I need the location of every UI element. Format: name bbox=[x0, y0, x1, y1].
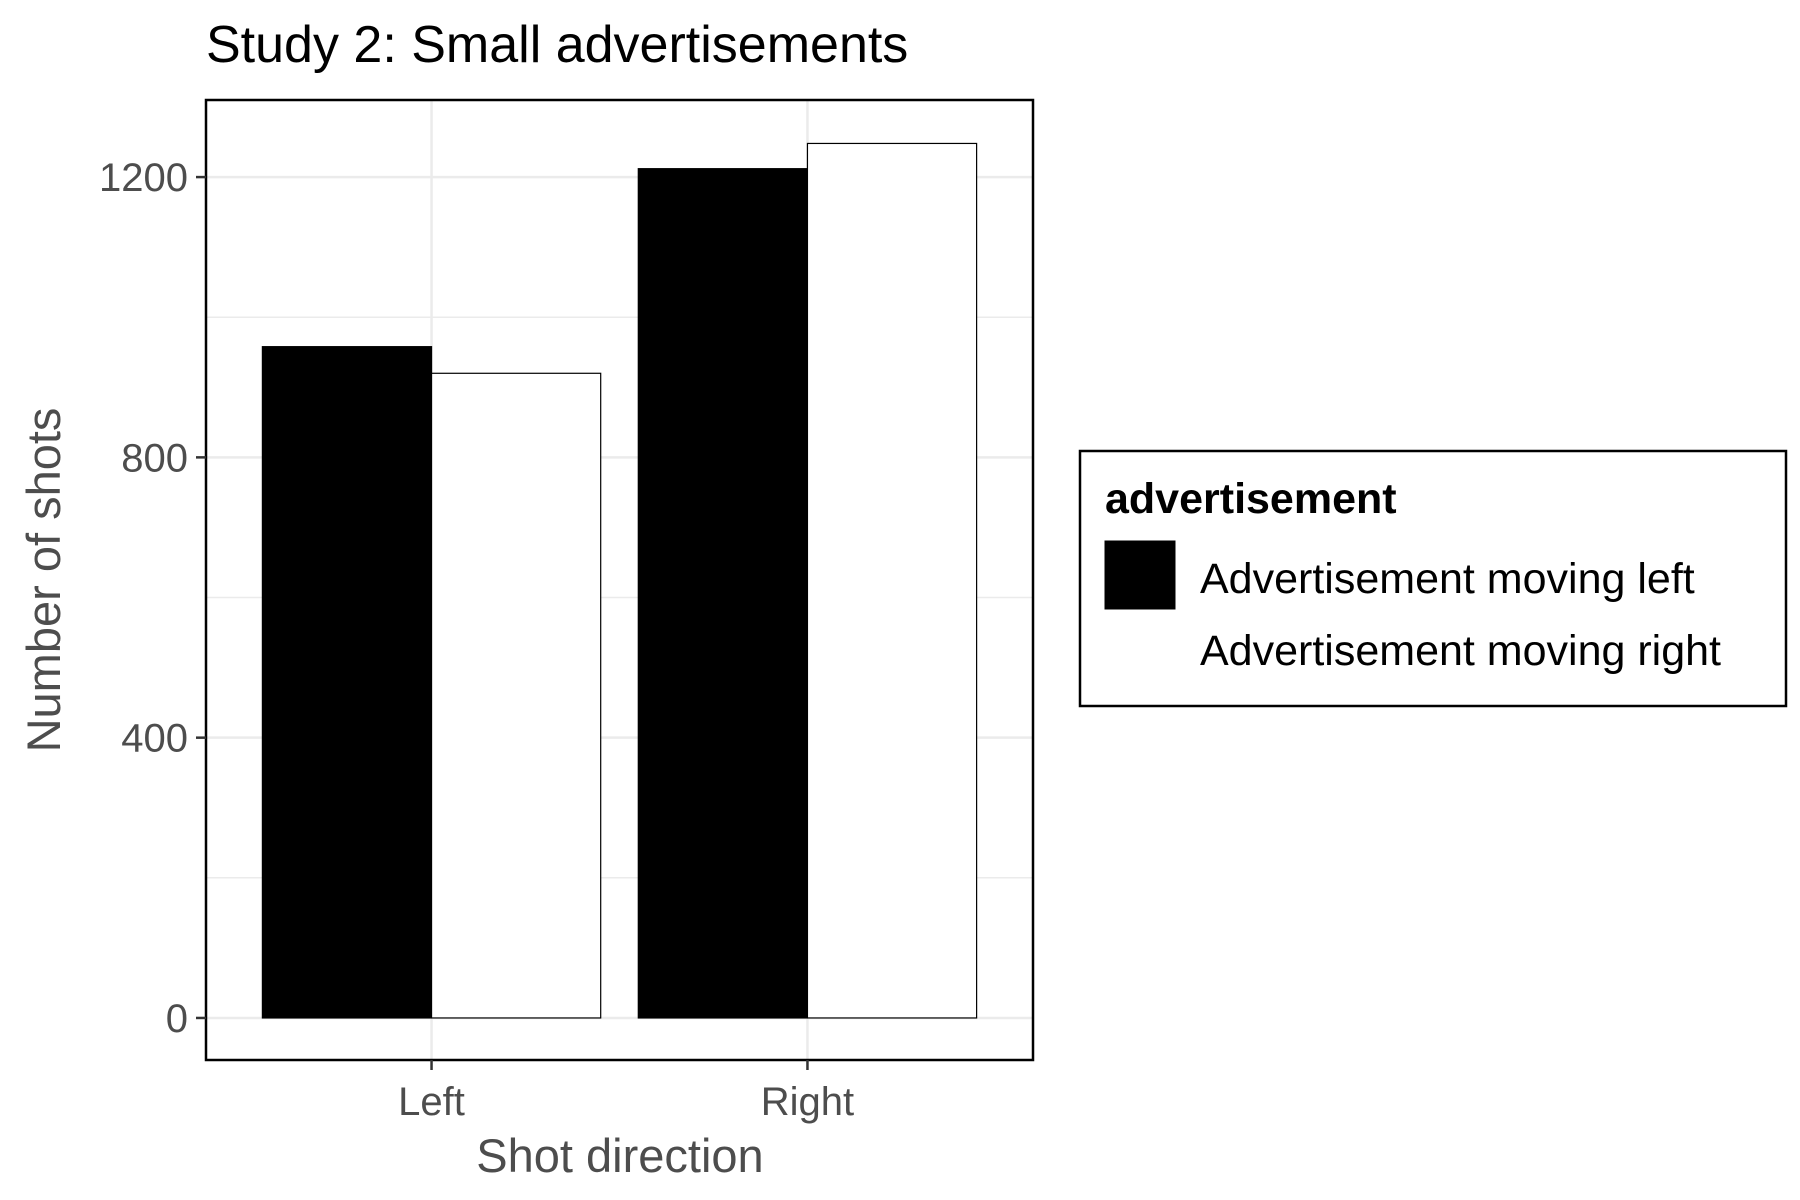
y-tick-label: 0 bbox=[166, 997, 188, 1041]
legend-key-advertisement-moving-left bbox=[1104, 540, 1176, 610]
y-axis: 0 400 800 1200 bbox=[99, 156, 206, 1041]
x-axis: Left Right bbox=[398, 1060, 854, 1124]
x-tick-label: Left bbox=[398, 1080, 465, 1124]
chart-title: Study 2: Small advertisements bbox=[206, 16, 908, 74]
y-tick-label: 400 bbox=[121, 717, 188, 761]
y-tick-label: 1200 bbox=[99, 156, 188, 200]
bar-right-advertisement-moving-left bbox=[637, 168, 809, 1019]
x-tick-label: Right bbox=[761, 1080, 854, 1124]
x-axis-title: Shot direction bbox=[476, 1129, 763, 1182]
legend-key-advertisement-moving-right bbox=[1105, 614, 1175, 682]
y-tick-label: 800 bbox=[121, 436, 188, 480]
bar-left-advertisement-moving-left bbox=[261, 346, 433, 1019]
legend-label-advertisement-moving-left: Advertisement moving left bbox=[1200, 555, 1695, 603]
legend-box bbox=[1078, 449, 1788, 708]
bars bbox=[261, 142, 978, 1019]
legend-title: advertisement bbox=[1105, 475, 1397, 523]
y-axis-title: Number of shots bbox=[17, 408, 70, 753]
plot-panel-border bbox=[204, 98, 1035, 1062]
bar-right-advertisement-moving-right bbox=[806, 142, 978, 1019]
bar-left-advertisement-moving-right bbox=[430, 372, 602, 1019]
legend-label-advertisement-moving-right: Advertisement moving right bbox=[1200, 627, 1721, 675]
legend: advertisement Advertisement moving left … bbox=[1078, 449, 1788, 708]
